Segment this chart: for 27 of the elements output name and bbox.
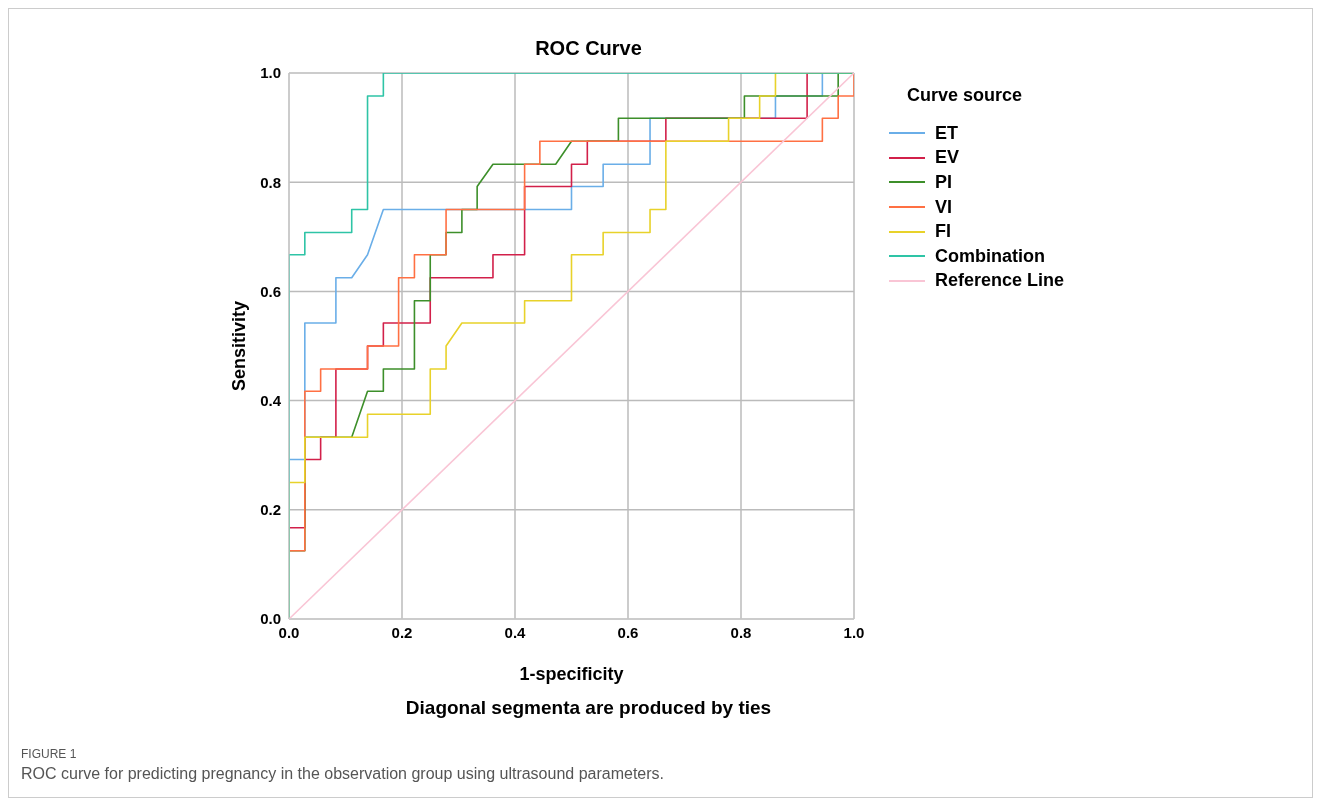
y-tick-label: 0.2	[260, 501, 281, 519]
x-tick-label: 1.0	[843, 623, 865, 641]
legend-label: FI	[935, 221, 951, 243]
y-tick-label: 0.8	[260, 173, 281, 191]
y-tick-label: 0.6	[260, 282, 281, 300]
legend-label: PI	[935, 171, 953, 193]
y-axis-title: Sensitivity	[229, 300, 250, 392]
chart-title: ROC Curve	[534, 37, 643, 60]
legend-label: Combination	[935, 245, 1045, 267]
legend-label: Reference Line	[935, 270, 1065, 292]
y-tick-label: 0.4	[260, 391, 282, 409]
legend-title: Curve source	[907, 85, 1023, 106]
text: Diagonal segmenta are produced by ties	[404, 697, 773, 719]
y-tick-label: 1.0	[260, 64, 281, 82]
x-axis-title: 1-specificity	[519, 663, 624, 684]
legend-label: ET	[935, 122, 959, 144]
text: ROC curve for predicting pregnancy in the observation group using ultrasound parameters.	[21, 765, 665, 783]
x-tick-label: 0.4	[504, 623, 527, 641]
x-tick-label: 0.6	[617, 623, 639, 641]
x-tick-label: 0.0	[278, 623, 300, 641]
x-tick-label: 0.8	[730, 623, 752, 641]
caption: FIGURE 1	[21, 747, 77, 761]
legend-label: VI	[935, 196, 953, 218]
x-tick-label: 0.2	[391, 623, 413, 641]
legend-label: EV	[935, 147, 960, 169]
line-series	[289, 73, 854, 619]
y-tick-label: 0.0	[260, 610, 281, 628]
